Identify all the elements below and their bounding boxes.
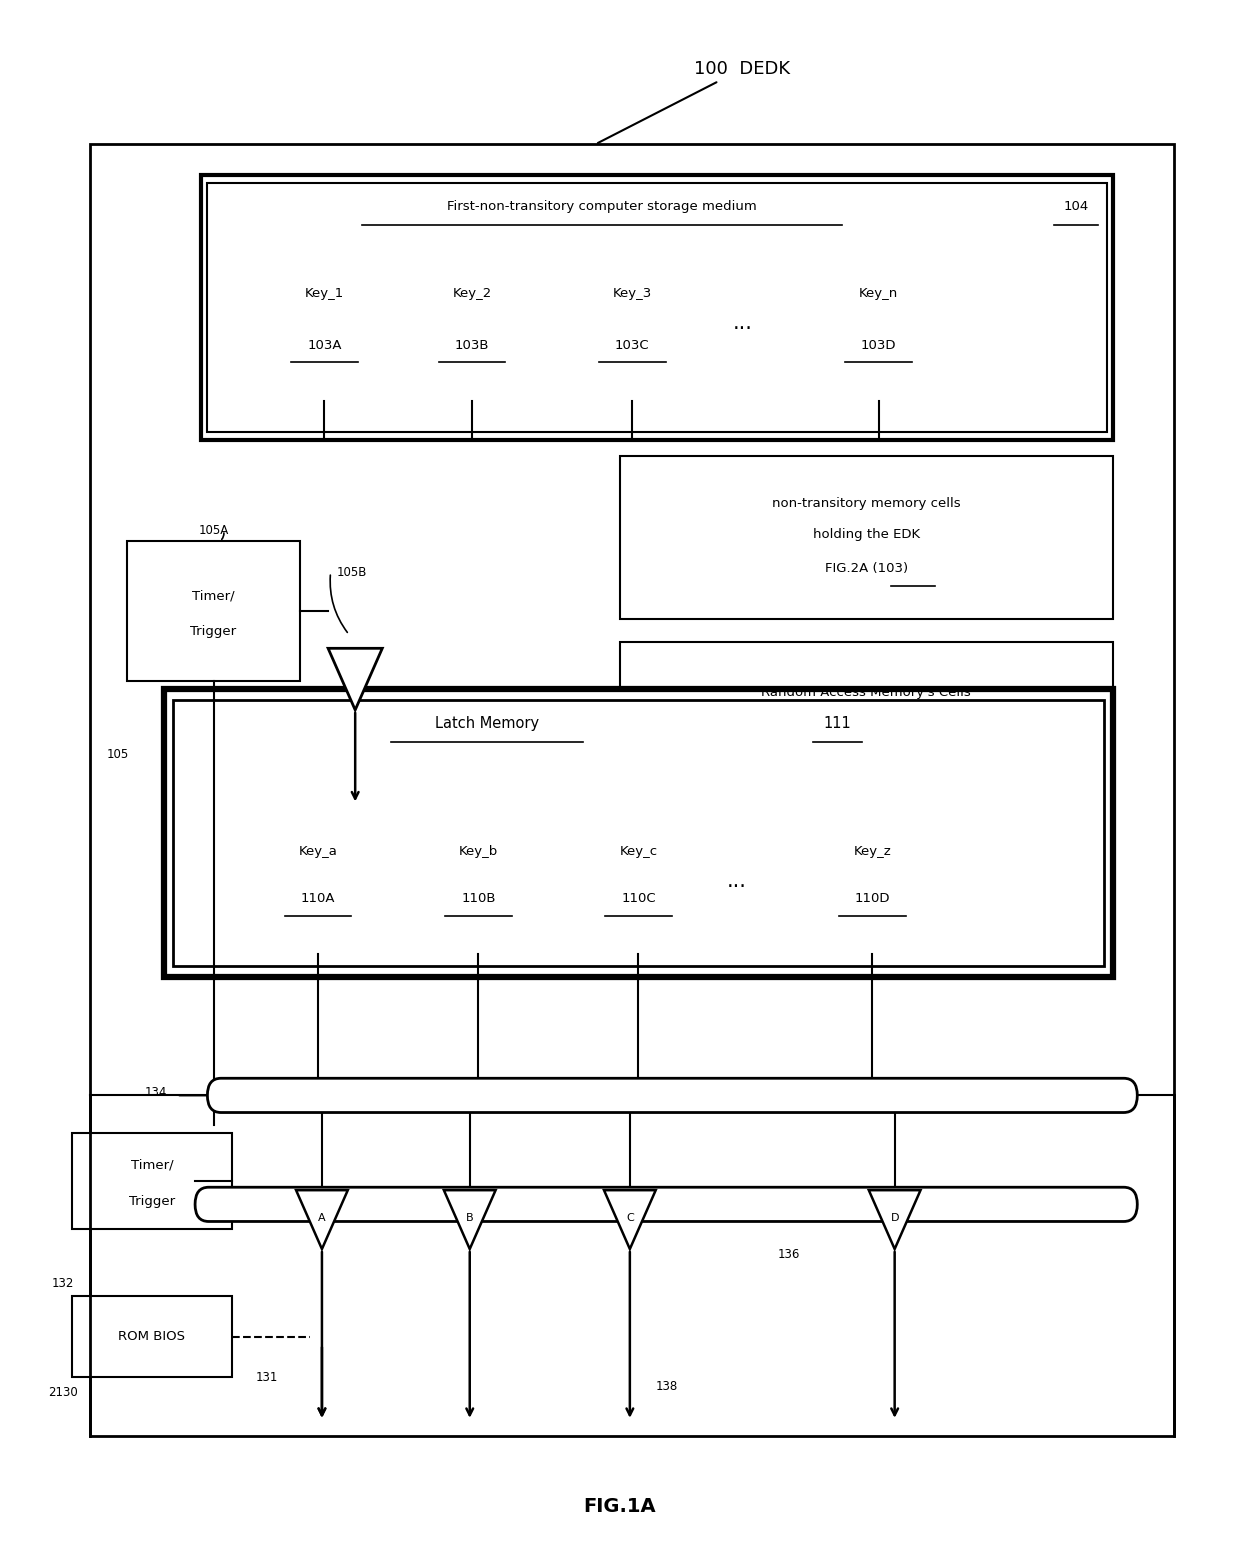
Text: Timer/: Timer/ <box>130 1160 174 1172</box>
Text: 138: 138 <box>656 1380 678 1393</box>
FancyBboxPatch shape <box>570 246 694 401</box>
Text: 103B: 103B <box>455 338 490 352</box>
Polygon shape <box>329 648 382 711</box>
FancyBboxPatch shape <box>72 1133 232 1229</box>
Text: 2130: 2130 <box>48 1387 78 1399</box>
Text: 105A: 105A <box>198 524 229 537</box>
Text: Key_2: Key_2 <box>453 288 492 300</box>
Text: B: B <box>466 1213 474 1222</box>
Text: D: D <box>890 1213 899 1222</box>
Text: 100  DEDK: 100 DEDK <box>598 59 790 142</box>
Text: 105: 105 <box>107 748 129 761</box>
Text: 136: 136 <box>777 1247 800 1261</box>
Text: Random Access Memory's Cells: Random Access Memory's Cells <box>761 687 971 700</box>
Polygon shape <box>296 1191 347 1249</box>
FancyBboxPatch shape <box>257 806 379 953</box>
Text: Key_c: Key_c <box>620 845 657 858</box>
Polygon shape <box>869 1191 920 1249</box>
Text: 105B: 105B <box>337 567 367 579</box>
FancyBboxPatch shape <box>263 246 386 401</box>
Text: 134: 134 <box>144 1086 166 1099</box>
Text: 103A: 103A <box>308 338 342 352</box>
FancyBboxPatch shape <box>91 144 1174 1437</box>
Text: 110A: 110A <box>301 892 336 905</box>
FancyBboxPatch shape <box>172 700 1104 966</box>
Text: Holding a Copy of the EDK: Holding a Copy of the EDK <box>779 721 955 734</box>
FancyBboxPatch shape <box>817 246 940 401</box>
Text: A: A <box>319 1213 326 1222</box>
FancyBboxPatch shape <box>195 1188 1137 1221</box>
FancyBboxPatch shape <box>201 175 1112 440</box>
Text: ROM BIOS: ROM BIOS <box>119 1330 186 1343</box>
Text: Timer/: Timer/ <box>192 588 234 603</box>
Text: 104: 104 <box>1063 200 1089 213</box>
FancyBboxPatch shape <box>207 1078 1137 1113</box>
Text: Key_n: Key_n <box>859 288 898 300</box>
FancyBboxPatch shape <box>207 183 1106 432</box>
Text: non-transitory memory cells: non-transitory memory cells <box>773 496 961 510</box>
FancyBboxPatch shape <box>164 689 1112 977</box>
Text: Trigger: Trigger <box>129 1194 175 1208</box>
Text: Key_3: Key_3 <box>613 288 652 300</box>
Text: 132: 132 <box>52 1277 74 1290</box>
Polygon shape <box>444 1191 496 1249</box>
FancyBboxPatch shape <box>72 1296 232 1377</box>
Text: 131: 131 <box>255 1371 278 1383</box>
Text: FIG.2A (103): FIG.2A (103) <box>825 562 908 574</box>
Polygon shape <box>604 1191 656 1249</box>
FancyBboxPatch shape <box>128 541 300 681</box>
Text: First-non-transitory computer storage medium: First-non-transitory computer storage me… <box>448 200 758 213</box>
Text: 110B: 110B <box>461 892 496 905</box>
Text: FIG.1A: FIG.1A <box>584 1496 656 1516</box>
FancyBboxPatch shape <box>577 806 701 953</box>
Text: Key_b: Key_b <box>459 845 498 858</box>
FancyBboxPatch shape <box>417 806 539 953</box>
Text: Latch Memory: Latch Memory <box>435 715 539 731</box>
Text: FIG.2A (110): FIG.2A (110) <box>825 756 908 770</box>
Text: ...: ... <box>727 870 746 890</box>
Text: 111: 111 <box>823 715 852 731</box>
FancyBboxPatch shape <box>410 246 533 401</box>
Text: holding the EDK: holding the EDK <box>812 527 920 541</box>
Text: Key_z: Key_z <box>853 845 892 858</box>
Text: Trigger: Trigger <box>191 624 237 639</box>
FancyBboxPatch shape <box>620 455 1112 620</box>
Text: Key_1: Key_1 <box>305 288 343 300</box>
Text: Key_a: Key_a <box>299 845 337 858</box>
Text: C: C <box>626 1213 634 1222</box>
Text: 110C: 110C <box>621 892 656 905</box>
Text: 103C: 103C <box>615 338 650 352</box>
Text: 110D: 110D <box>854 892 890 905</box>
FancyBboxPatch shape <box>620 642 1112 822</box>
Text: ...: ... <box>733 313 753 333</box>
FancyBboxPatch shape <box>811 806 934 953</box>
Text: 103D: 103D <box>861 338 897 352</box>
